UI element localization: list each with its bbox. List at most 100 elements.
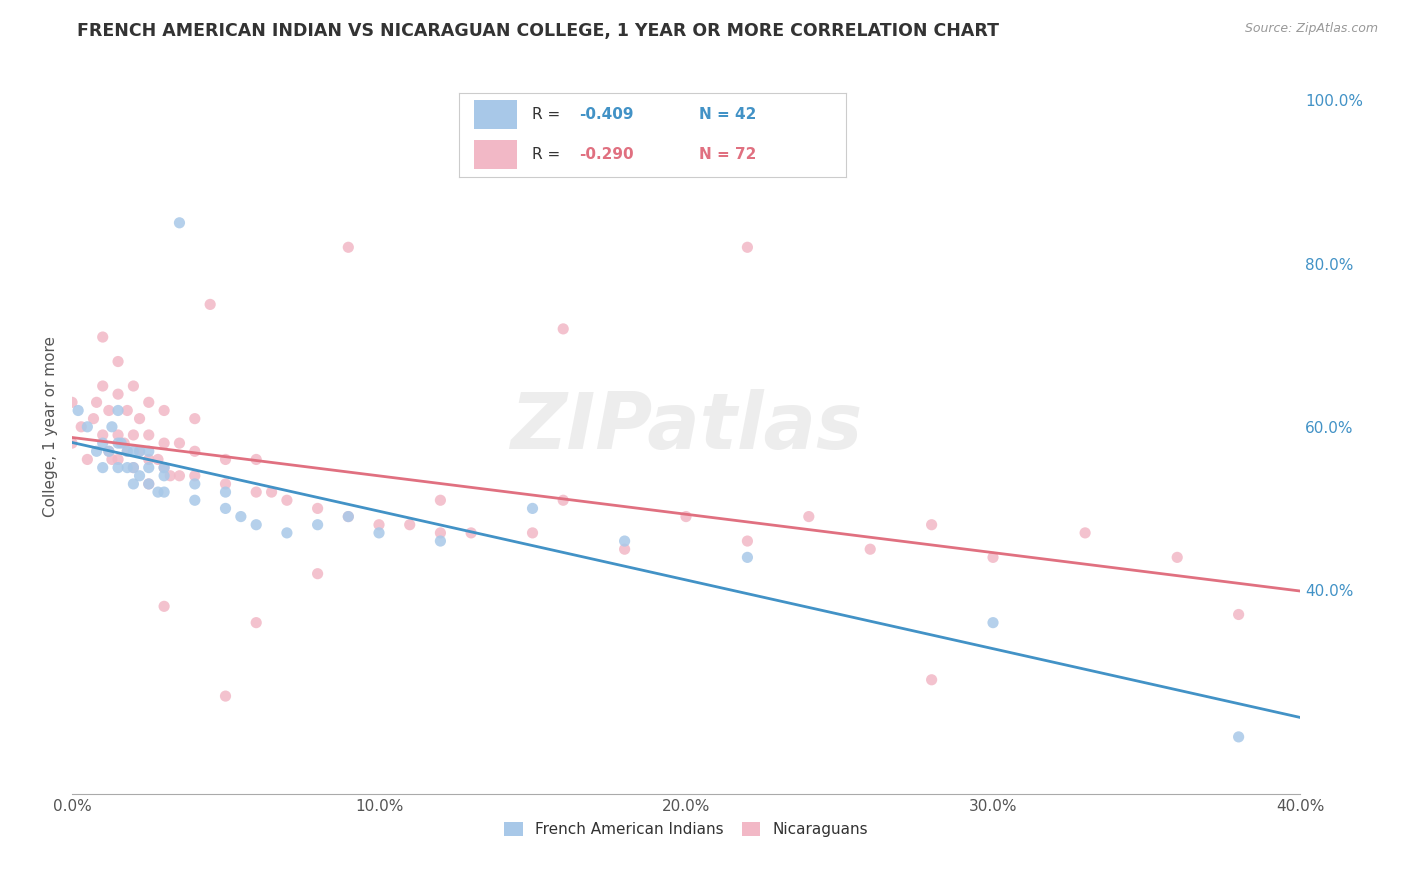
Text: FRENCH AMERICAN INDIAN VS NICARAGUAN COLLEGE, 1 YEAR OR MORE CORRELATION CHART: FRENCH AMERICAN INDIAN VS NICARAGUAN COL… [77,22,1000,40]
Point [198,297,221,311]
Point [276,525,298,540]
Point [337,509,360,524]
Point [229,509,252,524]
Point [107,403,129,417]
Point [117,444,139,458]
Point [146,485,169,500]
Point [122,460,145,475]
Point [1166,550,1188,565]
Point [169,216,191,230]
Point [107,436,129,450]
Point [159,468,181,483]
Point [337,509,360,524]
Y-axis label: College, 1 year or more: College, 1 year or more [44,336,58,517]
Text: ZIPatlas: ZIPatlas [510,389,862,465]
Point [553,493,575,508]
Point [153,599,176,614]
Point [981,615,1004,630]
Point [214,485,236,500]
Point [107,460,129,475]
Point [70,419,93,434]
Legend: French American Indians, Nicaraguans: French American Indians, Nicaraguans [496,814,876,845]
Point [91,460,114,475]
Point [245,452,267,467]
Point [153,460,176,475]
Point [245,517,267,532]
Point [76,419,98,434]
Point [184,468,207,483]
Point [91,379,114,393]
Point [737,240,759,254]
Point [981,550,1004,565]
Point [76,452,98,467]
Point [368,517,391,532]
Point [60,436,83,450]
Point [522,501,544,516]
Point [91,330,114,344]
Point [184,477,207,491]
Point [245,615,267,630]
Point [613,534,636,549]
Point [117,460,139,475]
Point [138,452,160,467]
Point [307,566,329,581]
Point [553,322,575,336]
Point [522,525,544,540]
Point [797,509,820,524]
Point [101,452,124,467]
Point [169,468,191,483]
Point [128,444,150,458]
Point [128,468,150,483]
Point [214,452,236,467]
Point [859,542,882,557]
Point [1227,730,1250,744]
Point [460,525,482,540]
Point [675,509,697,524]
Point [737,550,759,565]
Point [153,468,176,483]
Point [107,428,129,442]
Point [138,460,160,475]
Point [110,436,132,450]
Point [184,444,207,458]
Point [1227,607,1250,622]
Point [122,428,145,442]
Point [97,444,120,458]
Point [146,452,169,467]
Point [169,436,191,450]
Point [737,534,759,549]
Point [97,444,120,458]
Point [138,477,160,491]
Point [153,436,176,450]
Point [107,387,129,401]
Point [307,501,329,516]
Point [214,501,236,516]
Point [138,477,160,491]
Point [117,444,139,458]
Point [184,493,207,508]
Point [86,395,108,409]
Point [138,444,160,458]
Point [60,395,83,409]
Point [921,673,943,687]
Point [107,452,129,467]
Point [91,428,114,442]
Point [122,444,145,458]
Point [214,689,236,703]
Point [214,477,236,491]
Point [86,444,108,458]
Point [112,436,135,450]
Point [260,485,283,500]
Point [128,411,150,425]
Point [153,460,176,475]
Point [122,477,145,491]
Point [97,403,120,417]
Point [429,525,451,540]
Point [368,525,391,540]
Point [337,240,360,254]
Point [921,517,943,532]
Point [184,411,207,425]
Point [101,419,124,434]
Point [117,403,139,417]
Point [153,403,176,417]
